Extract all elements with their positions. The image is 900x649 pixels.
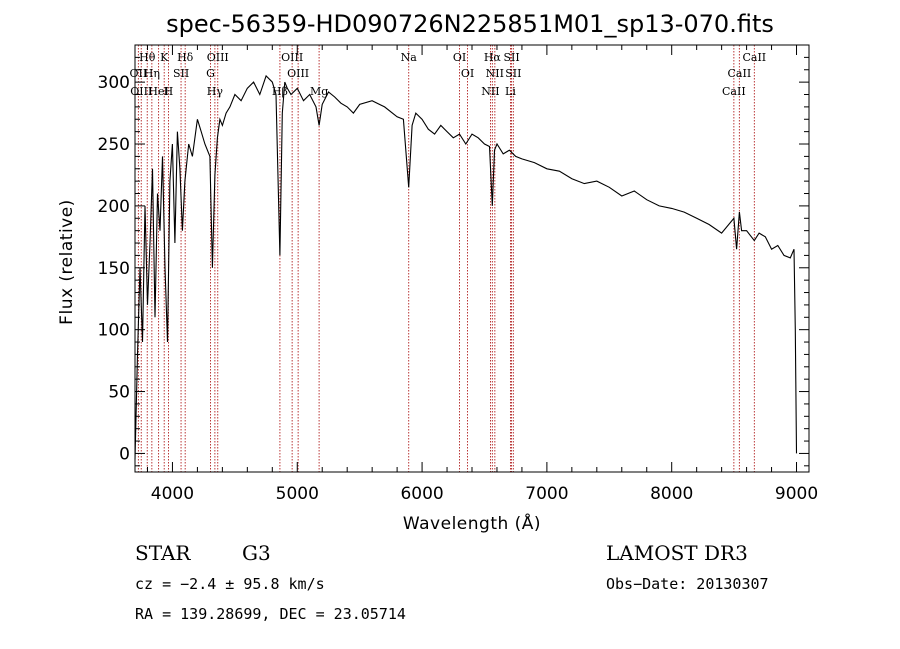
line-labels: Hθ K Hδ OIII OIII Na OI Hα SII CaIIOIIOIIIHηHeISI…	[130, 51, 767, 98]
line-label: CaII	[722, 85, 746, 98]
line-label: Hη	[144, 67, 160, 80]
line-label: OIII	[287, 67, 309, 80]
line-markers	[137, 45, 755, 472]
line-label: Hα	[484, 51, 502, 64]
y-tick-label: 300	[98, 73, 130, 93]
line-label: Hβ	[272, 85, 288, 98]
y-tick-label: 150	[98, 259, 130, 279]
y-tick-label: 200	[98, 197, 130, 217]
line-label: OI	[453, 51, 466, 64]
x-axis-ticks: 4000 5000 6000 7000 8000 9000	[146, 45, 818, 504]
x-tick-label: 8000	[650, 484, 693, 504]
line-label: SII	[173, 67, 189, 80]
cz-value: cz = −2.4 ± 95.8 km/s	[135, 575, 325, 593]
line-label: Mg	[310, 85, 328, 98]
y-axis-ticks: 0 50 100 150 200 250 300	[98, 56, 809, 467]
line-label: OIII	[207, 51, 229, 64]
x-tick-label: 7000	[525, 484, 568, 504]
x-tick-label: 9000	[775, 484, 818, 504]
x-tick-label: 4000	[151, 484, 194, 504]
survey-label: LAMOST DR3	[606, 541, 748, 565]
line-label: Hθ	[139, 51, 156, 64]
radec-value: RA = 139.28699, DEC = 23.05714	[135, 605, 406, 623]
plot-frame	[134, 44, 810, 473]
line-label: SII	[505, 67, 521, 80]
line-label: CaII	[742, 51, 766, 64]
chart-title: spec-56359-HD090726N225851M01_sp13-070.f…	[166, 10, 774, 38]
line-label: G	[206, 67, 215, 80]
y-axis-label: Flux (relative)	[57, 199, 77, 325]
line-label: Hγ	[207, 85, 224, 98]
line-label: NII	[486, 67, 504, 80]
class-label: STAR	[135, 541, 191, 565]
y-tick-label: 250	[98, 135, 130, 155]
y-tick-label: 50	[108, 383, 130, 403]
line-label: OIII	[130, 85, 152, 98]
line-label: OII	[130, 67, 148, 80]
spectrum-series-line	[134, 74, 798, 460]
line-label: OIII	[281, 51, 303, 64]
line-label: SII	[503, 51, 519, 64]
line-label: H	[164, 85, 174, 98]
line-label: Hδ	[177, 51, 194, 64]
x-tick-label: 5000	[276, 484, 319, 504]
line-label: NII	[481, 85, 499, 98]
line-label: Na	[401, 51, 418, 64]
obs-date: Obs−Date: 20130307	[606, 575, 769, 593]
y-tick-label: 100	[98, 321, 130, 341]
y-tick-label: 0	[119, 444, 130, 464]
x-axis-label: Wavelength (Å)	[403, 512, 541, 534]
line-label: HeI	[148, 85, 168, 98]
line-label: Li	[505, 85, 516, 98]
subclass-label: G3	[242, 541, 271, 565]
x-tick-label: 6000	[400, 484, 443, 504]
line-label: OI	[461, 67, 474, 80]
line-label: K	[160, 51, 169, 64]
line-label: CaII	[728, 67, 752, 80]
